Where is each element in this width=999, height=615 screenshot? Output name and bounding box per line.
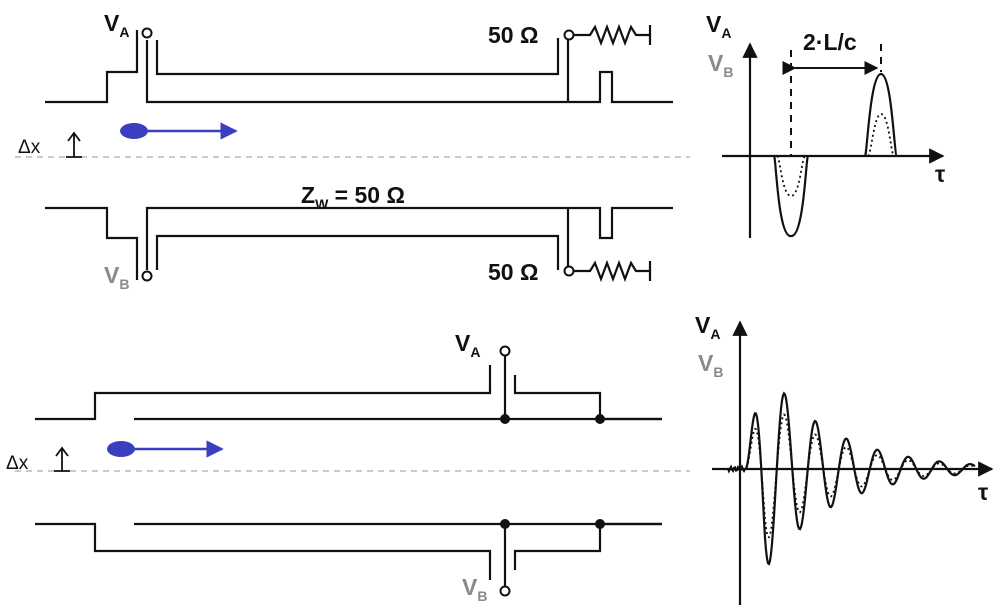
- negative-pulse-dotted: [776, 155, 806, 197]
- vb-label-top: VB: [104, 262, 129, 292]
- va-label-top: VA: [104, 10, 129, 40]
- upper-chamber-wall: [45, 30, 673, 104]
- vb-terminal-bottom: [499, 585, 511, 597]
- upper-chamber-wall-bottom: [35, 365, 662, 421]
- upper-electrode-bottom: [134, 353, 662, 421]
- dx-label-top: Δx: [18, 137, 41, 158]
- lower-electrode: [155, 208, 570, 272]
- bottom-plot-xlabel: τ: [978, 479, 988, 505]
- top-plot-ylabel-b: VB: [708, 50, 733, 80]
- va-terminal-bottom: [499, 345, 511, 357]
- res-terminal-top: [563, 29, 575, 41]
- vb-terminal-top: [141, 270, 153, 282]
- lower-electrode-bottom: [134, 522, 662, 590]
- top-plot-ylabel-a: VA: [706, 11, 731, 41]
- ringing-signal-dotted: [727, 413, 976, 539]
- bottom-plot-ylabel-b: VB: [698, 350, 723, 380]
- top-signal-plot: VA VB τ 2·L/c: [706, 11, 945, 238]
- lower-chamber-wall: [45, 206, 673, 280]
- beam-bunch-top: [120, 123, 148, 139]
- res-label-top: 50 Ω: [488, 22, 538, 48]
- vb-label-bottom: VB: [462, 574, 487, 604]
- dx-arrow-bottom: [54, 446, 70, 472]
- positive-pulse-solid: [863, 72, 899, 158]
- va-label-bottom: VA: [455, 330, 480, 360]
- lower-chamber-wall-bottom: [35, 522, 662, 580]
- upper-electrode: [155, 38, 570, 102]
- bottom-plot-ylabel-a: VA: [695, 312, 720, 342]
- junction-a1: [500, 414, 510, 424]
- dx-label-bottom: Δx: [6, 453, 29, 474]
- dx-arrow-top: [66, 131, 82, 158]
- junction-b1: [500, 519, 510, 529]
- va-terminal-top: [141, 27, 153, 39]
- bottom-stripline: Δx VA VB: [6, 330, 690, 604]
- resistor-bottom: [574, 259, 652, 283]
- beam-bunch-bottom: [107, 441, 135, 457]
- top-stripline: Δx VA VB 50 Ω 50 Ω ZW = 50 Ω: [15, 10, 690, 292]
- resistor-top: [574, 23, 652, 47]
- res-label-bottom: 50 Ω: [488, 259, 538, 285]
- junction-b2: [595, 519, 605, 529]
- delay-label: 2·L/c: [803, 29, 857, 55]
- res-terminal-bottom: [563, 265, 575, 277]
- top-plot-xlabel: τ: [935, 161, 945, 187]
- junction-a2: [595, 414, 605, 424]
- negative-pulse-solid: [772, 154, 810, 238]
- positive-pulse-dotted: [867, 113, 895, 157]
- ringing-signal-solid: [726, 391, 976, 566]
- bottom-signal-plot: VA VB τ: [695, 312, 994, 605]
- impedance-label: ZW = 50 Ω: [301, 182, 405, 212]
